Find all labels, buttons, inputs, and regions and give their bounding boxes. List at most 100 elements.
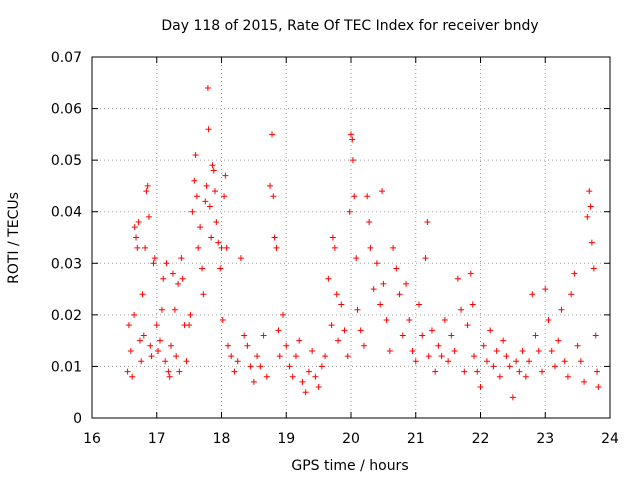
data-point bbox=[335, 337, 342, 344]
data-point bbox=[574, 342, 581, 349]
data-point bbox=[312, 373, 319, 380]
data-point bbox=[221, 193, 228, 200]
data-point bbox=[162, 358, 169, 365]
data-point bbox=[145, 213, 152, 220]
data-point bbox=[503, 353, 510, 360]
data-point bbox=[380, 280, 387, 287]
data-point bbox=[564, 373, 571, 380]
x-tick-label: 20 bbox=[342, 431, 360, 447]
data-point bbox=[292, 353, 299, 360]
y-tick-label: 0.07 bbox=[51, 50, 82, 66]
data-point bbox=[366, 219, 373, 226]
data-point bbox=[464, 322, 471, 329]
data-point bbox=[148, 353, 155, 360]
data-point bbox=[351, 193, 358, 200]
x-tick-label: 21 bbox=[407, 431, 425, 447]
x-tick-label: 16 bbox=[83, 431, 101, 447]
data-point bbox=[215, 239, 222, 246]
data-points bbox=[124, 84, 602, 401]
data-point bbox=[217, 265, 224, 272]
data-point bbox=[451, 347, 458, 354]
data-point bbox=[551, 363, 558, 370]
data-point bbox=[329, 234, 336, 241]
data-point bbox=[286, 363, 293, 370]
data-point bbox=[545, 317, 552, 324]
data-point bbox=[147, 342, 154, 349]
data-point bbox=[231, 368, 238, 375]
data-point bbox=[471, 353, 478, 360]
data-point bbox=[370, 286, 377, 293]
data-point bbox=[289, 373, 296, 380]
data-point bbox=[178, 255, 185, 262]
data-point bbox=[500, 337, 507, 344]
data-point bbox=[432, 368, 439, 375]
data-point bbox=[348, 131, 354, 138]
data-point bbox=[205, 126, 212, 133]
data-point bbox=[403, 280, 410, 287]
data-point bbox=[125, 322, 132, 329]
data-point bbox=[496, 373, 503, 380]
data-point bbox=[516, 368, 523, 375]
data-point bbox=[435, 342, 442, 349]
data-point bbox=[396, 291, 403, 298]
data-point bbox=[424, 219, 431, 226]
data-point bbox=[275, 327, 282, 334]
data-point bbox=[224, 342, 231, 349]
data-point bbox=[454, 275, 461, 282]
data-point bbox=[594, 368, 601, 375]
data-point bbox=[590, 265, 597, 272]
chart-title: Day 118 of 2015, Rate Of TEC Index for r… bbox=[161, 18, 538, 34]
data-point bbox=[257, 363, 264, 370]
data-point bbox=[131, 311, 138, 318]
x-tick-label: 22 bbox=[472, 431, 490, 447]
data-point bbox=[153, 322, 160, 329]
data-point bbox=[490, 363, 497, 370]
y-tick-label: 0.03 bbox=[51, 256, 82, 272]
data-point bbox=[244, 342, 251, 349]
data-point bbox=[144, 182, 151, 189]
data-point bbox=[357, 327, 364, 334]
data-point bbox=[150, 260, 157, 267]
data-point bbox=[276, 353, 283, 360]
data-point bbox=[273, 244, 280, 251]
data-point bbox=[131, 224, 138, 231]
data-point bbox=[142, 244, 149, 251]
data-point bbox=[195, 244, 202, 251]
data-point bbox=[218, 244, 225, 251]
y-tick-label: 0.06 bbox=[51, 102, 82, 118]
y-tick-label: 0.01 bbox=[51, 359, 82, 375]
data-point bbox=[555, 337, 562, 344]
data-point bbox=[588, 239, 595, 246]
data-point bbox=[383, 317, 390, 324]
data-point bbox=[584, 213, 591, 220]
data-point bbox=[535, 347, 542, 354]
data-point bbox=[519, 347, 526, 354]
data-point bbox=[539, 368, 546, 375]
data-point bbox=[208, 234, 215, 241]
data-point bbox=[136, 337, 143, 344]
data-point bbox=[309, 347, 316, 354]
data-point bbox=[267, 182, 274, 189]
data-point bbox=[448, 332, 455, 339]
data-point bbox=[379, 188, 386, 195]
data-point bbox=[247, 363, 254, 370]
data-point bbox=[595, 384, 602, 391]
x-tick-label: 23 bbox=[536, 431, 554, 447]
data-point bbox=[206, 203, 213, 210]
data-point bbox=[438, 353, 445, 360]
data-point bbox=[509, 394, 516, 401]
data-point bbox=[134, 244, 141, 251]
data-point bbox=[263, 373, 270, 380]
data-point bbox=[133, 234, 140, 241]
data-point bbox=[166, 373, 173, 380]
data-point bbox=[302, 389, 309, 396]
data-point bbox=[483, 358, 490, 365]
data-point bbox=[203, 182, 210, 189]
data-point bbox=[353, 255, 360, 262]
data-point bbox=[568, 291, 575, 298]
data-point bbox=[176, 368, 183, 375]
data-point bbox=[480, 342, 487, 349]
data-point bbox=[139, 291, 146, 298]
data-point bbox=[151, 255, 158, 262]
data-point bbox=[333, 291, 340, 298]
